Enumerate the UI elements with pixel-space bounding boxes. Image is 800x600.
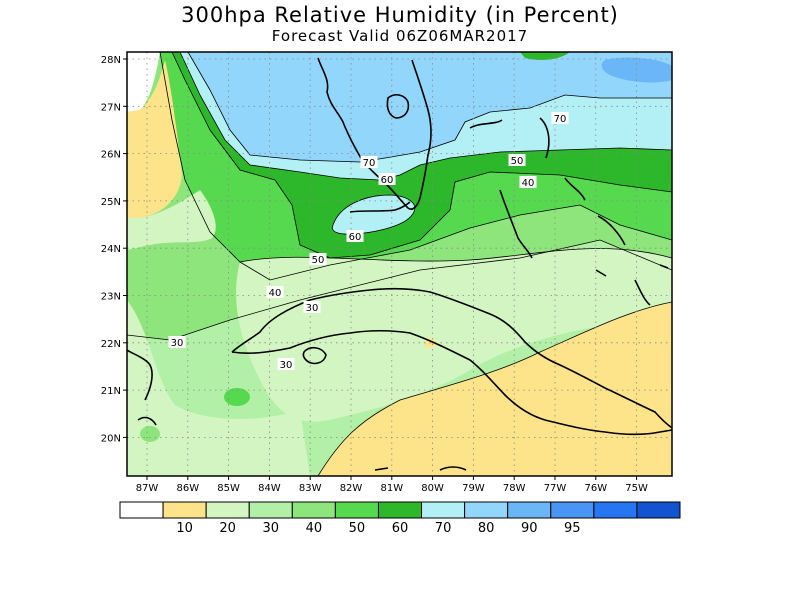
- forecast-valid-subtitle: Forecast Valid 06Z06MAR2017: [271, 27, 529, 45]
- contour-label: 60: [349, 232, 362, 243]
- colorbar-swatch: [421, 501, 466, 519]
- lon-label-75w: 75W: [625, 483, 648, 494]
- lat-label-26n: 26N: [101, 150, 121, 161]
- map-frame: [126, 51, 673, 477]
- colorbar-label: 50: [349, 521, 366, 536]
- lon-label-83w: 83W: [299, 483, 322, 494]
- florida-coastline: [317, 57, 432, 210]
- grid-lines: [127, 52, 672, 476]
- cuba-coastline: [231, 287, 672, 429]
- contour-label: 30: [306, 303, 319, 314]
- colorbar-label: 70: [435, 521, 452, 536]
- contour-label: 60: [381, 175, 394, 186]
- humidity-fill-layer: [127, 52, 672, 476]
- lon-label-76w: 76W: [584, 483, 607, 494]
- lon-label-78w: 78W: [503, 483, 526, 494]
- lon-label-81w: 81W: [380, 483, 403, 494]
- colorbar-swatch: [593, 501, 638, 519]
- contour-label: 70: [363, 158, 376, 169]
- lon-label-84w: 84W: [258, 483, 281, 494]
- map-title: 300hpa Relative Humidity (in Percent): [181, 3, 619, 27]
- colorbar-swatch: [205, 501, 250, 519]
- lon-label-77w: 77W: [544, 483, 567, 494]
- colorbar-label: 80: [478, 521, 495, 536]
- colorbar-swatch: [162, 501, 207, 519]
- colorbar-swatch: [507, 501, 552, 519]
- contour-label: 30: [171, 338, 184, 349]
- colorbar-label: 95: [564, 521, 581, 536]
- colorbar-label: 30: [262, 521, 279, 536]
- colorbar-label: 10: [176, 521, 193, 536]
- lat-label-27n: 27N: [101, 102, 121, 113]
- lat-label-23n: 23N: [101, 292, 121, 303]
- colorbar-swatch: [464, 501, 509, 519]
- colorbar-swatch: [291, 501, 336, 519]
- colorbar: 10 20 30 40 50 60 70 80 90 95: [119, 501, 681, 536]
- lon-label-87w: 87W: [136, 483, 159, 494]
- lon-label-80w: 80W: [421, 483, 444, 494]
- contour-label-layer: 70 70 60 50 40 60 50 40 30 30 30: [168, 112, 569, 371]
- colorbar-swatch: [636, 501, 681, 519]
- contour-label: 40: [522, 178, 535, 189]
- colorbar-swatch: [550, 501, 595, 519]
- lon-label-82w: 82W: [340, 483, 363, 494]
- colorbar-swatch: [334, 501, 379, 519]
- lat-label-28n: 28N: [101, 55, 121, 66]
- colorbar-label: 90: [521, 521, 538, 536]
- lat-label-21n: 21N: [101, 386, 121, 397]
- lon-label-79w: 79W: [462, 483, 485, 494]
- colorbar-label: 60: [392, 521, 409, 536]
- lat-label-20n: 20N: [101, 433, 121, 444]
- coastlines: [127, 57, 672, 471]
- colorbar-label: 20: [219, 521, 236, 536]
- colorbar-label: 40: [306, 521, 323, 536]
- contour-label: 70: [554, 114, 567, 125]
- lat-label-24n: 24N: [101, 244, 121, 255]
- colorbar-swatch: [248, 501, 293, 519]
- colorbar-swatch: [377, 501, 423, 519]
- contour-label: 50: [511, 156, 524, 167]
- lat-label-25n: 25N: [101, 197, 121, 208]
- axis-labels: 28N 27N 26N 25N 24N 23N 22N 21N 20N 87W 86W 85W 84W 8…: [101, 55, 648, 494]
- contour-label: 30: [280, 360, 293, 371]
- lat-label-22n: 22N: [101, 339, 121, 350]
- contour-label: 40: [269, 288, 282, 299]
- lon-label-85w: 85W: [217, 483, 240, 494]
- contour-label: 50: [312, 255, 325, 266]
- lon-label-86w: 86W: [176, 483, 199, 494]
- colorbar-swatch: [119, 501, 164, 519]
